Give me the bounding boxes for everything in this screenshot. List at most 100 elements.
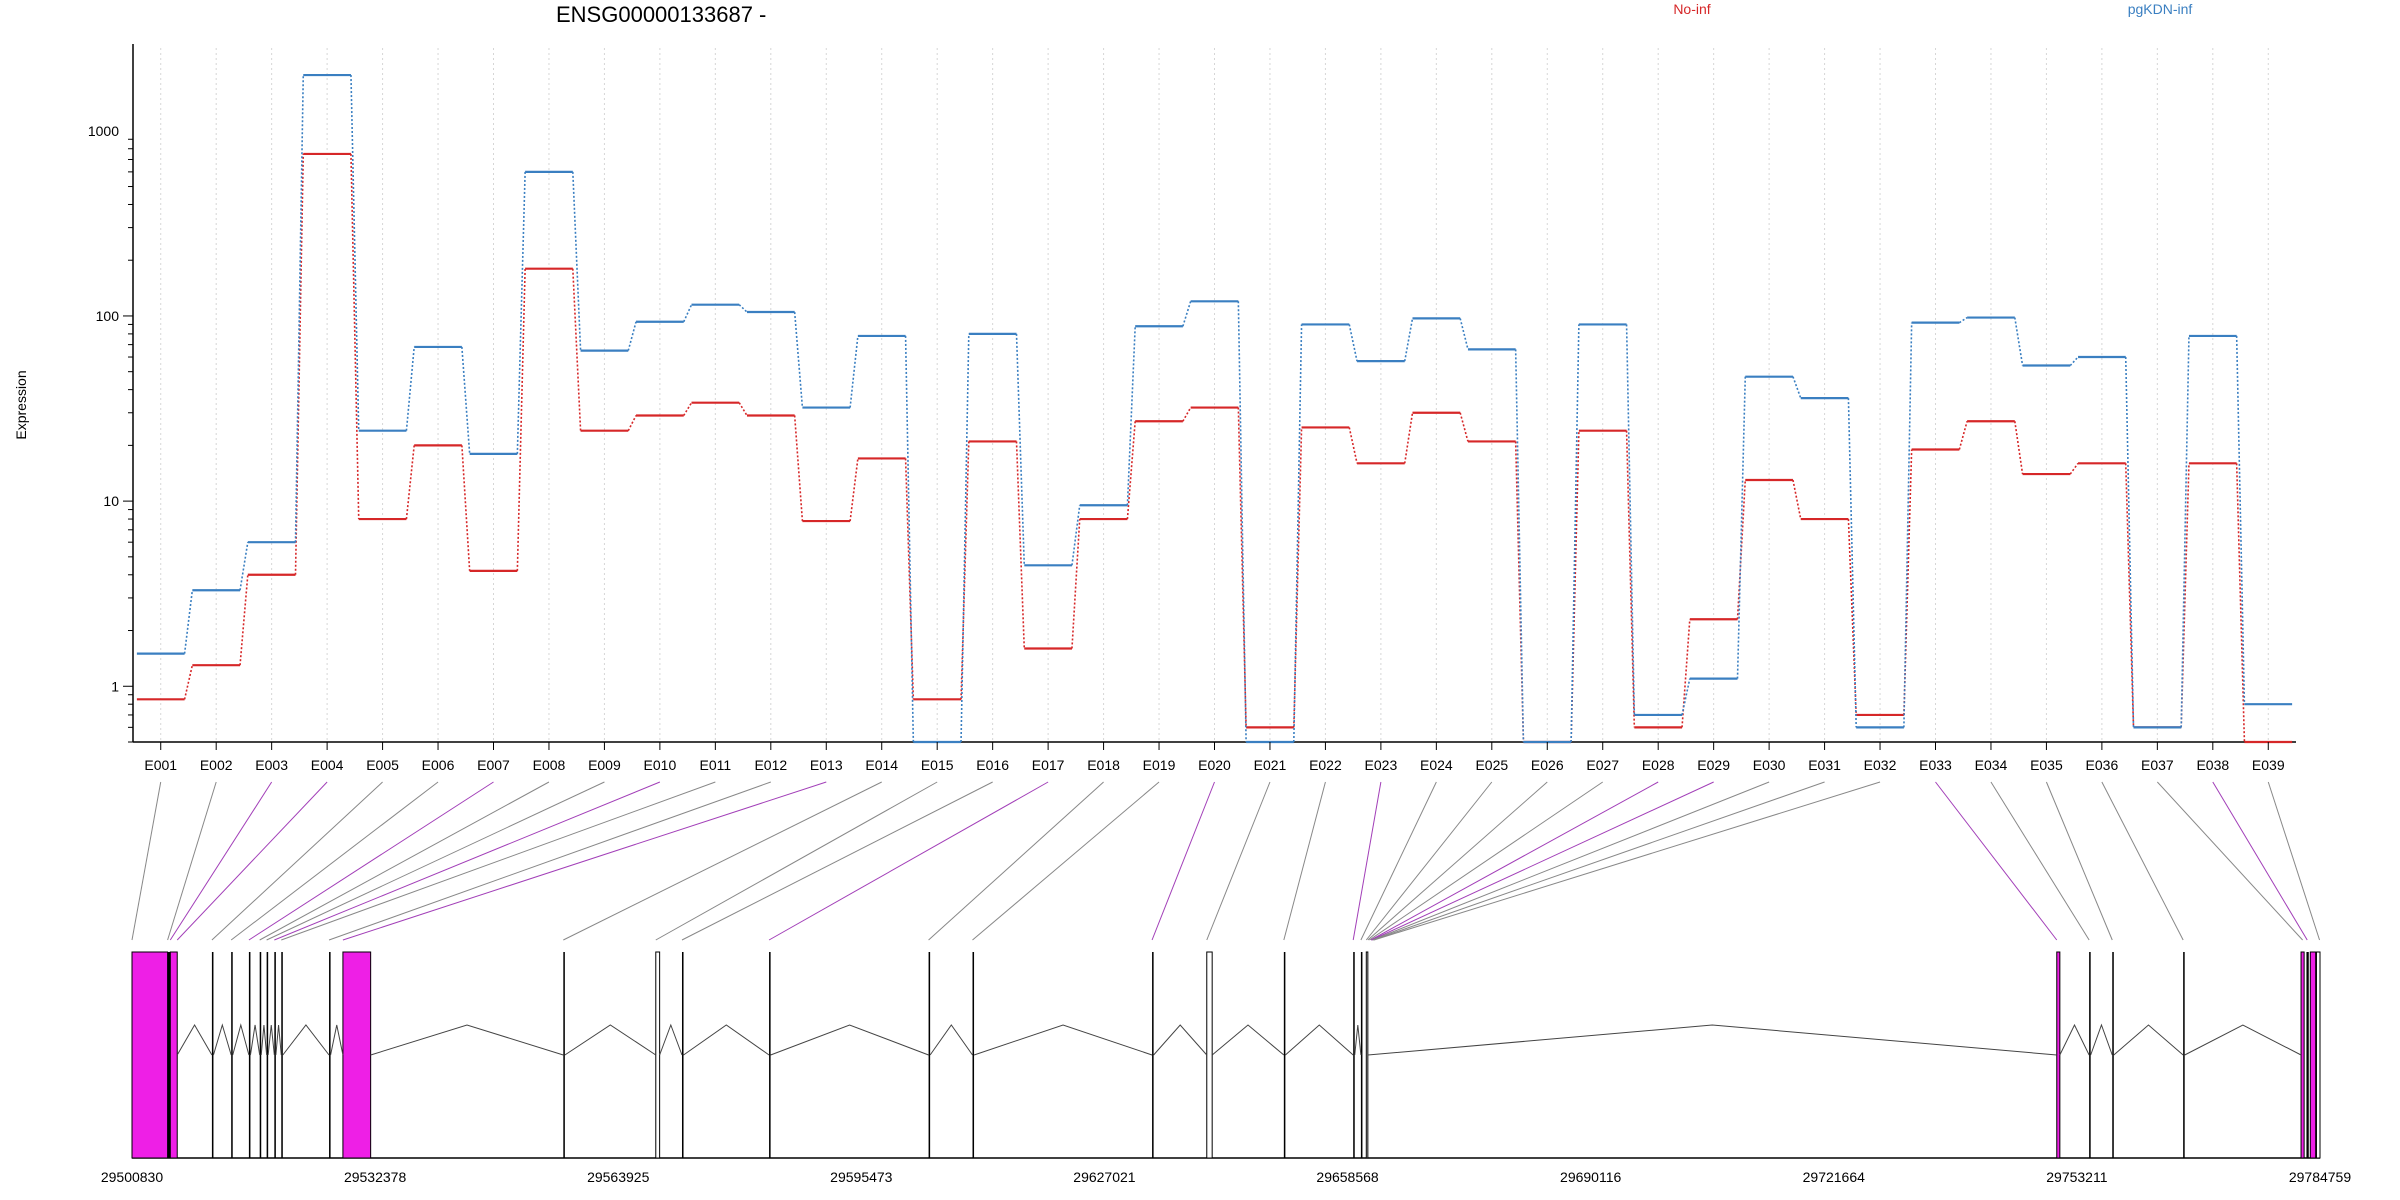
connector-e027 <box>1369 781 1604 941</box>
y-tick-label-100: 100 <box>96 308 120 324</box>
connector-e016 <box>681 781 993 941</box>
x-tick-label-e035: E035 <box>2030 757 2063 773</box>
series-0-link-e023 <box>1403 412 1414 464</box>
series-1-link-e004 <box>350 75 360 431</box>
connector-e023 <box>1352 781 1382 941</box>
x-tick-label-e026: E026 <box>1531 757 1564 773</box>
intron-10 <box>282 1024 330 1056</box>
exon-block-13 <box>563 952 565 1158</box>
series-1-link-e010 <box>683 304 693 323</box>
intron-19 <box>1153 1024 1208 1056</box>
series-1-link-e013 <box>849 335 859 408</box>
connector-e004 <box>176 781 328 941</box>
exon-block-32 <box>2315 951 2321 1159</box>
intron-12 <box>370 1024 564 1056</box>
series-1-link-e014 <box>904 335 915 743</box>
exon-block-25 <box>2056 951 2061 1159</box>
series-pgkdn-inf <box>136 73 2293 744</box>
connector-e028 <box>1370 781 1659 941</box>
exon-block-1 <box>131 951 169 1159</box>
series-1-link-e011 <box>738 304 748 313</box>
exon-block-3 <box>169 951 178 1159</box>
series-0-link-e014 <box>904 458 915 700</box>
series-1-link-e008 <box>572 171 582 351</box>
x-tick-label-e006: E006 <box>422 757 455 773</box>
x-tick-label-e022: E022 <box>1309 757 1342 773</box>
intron-18 <box>973 1024 1153 1056</box>
x-tick-label-e011: E011 <box>700 757 732 773</box>
exon-block-17 <box>928 952 931 1158</box>
x-tick-label-e016: E016 <box>976 757 1009 773</box>
intron-21 <box>1285 1024 1354 1056</box>
x-tick-label-e037: E037 <box>2141 757 2174 773</box>
series-0-link-e036 <box>2124 463 2135 728</box>
y-tick-label-1: 1 <box>111 678 119 694</box>
series-1-link-e036 <box>2124 357 2135 728</box>
series-1-link-e025 <box>1514 349 1525 743</box>
x-tick-label-e024: E024 <box>1420 757 1453 773</box>
exon-block-23 <box>1360 952 1363 1158</box>
connector-e013 <box>342 781 827 941</box>
series-0-link-e008 <box>572 268 582 431</box>
x-tick-label-e030: E030 <box>1753 757 1786 773</box>
x-tick-label-e005: E005 <box>366 757 399 773</box>
series-1-link-e012 <box>793 311 804 408</box>
connector-e035 <box>2045 781 2113 941</box>
connector-e033 <box>1935 781 2058 941</box>
series-1-link-e037 <box>2180 335 2190 728</box>
series-1-link-e018 <box>1126 326 1136 506</box>
connector-e030 <box>1372 781 1770 941</box>
legend-pgkdn-inf: pgKDN-inf <box>2128 1 2193 17</box>
series-0-link-e010 <box>683 402 693 416</box>
series-1-link-e034 <box>2014 317 2024 366</box>
intron-15 <box>683 1024 770 1056</box>
genomic-coordinate-29627021: 29627021 <box>1073 1169 1136 1185</box>
x-tick-label-e023: E023 <box>1365 757 1398 773</box>
series-1-link-e021 <box>1293 324 1303 743</box>
x-tick-label-e039: E039 <box>2252 757 2285 773</box>
x-tick-label-e007: E007 <box>477 757 510 773</box>
series-0-link-e033 <box>1958 421 1968 450</box>
axes-layer: 1 10 100 1000 <box>88 44 2296 743</box>
series-0-link-e031 <box>1847 519 1857 715</box>
series-0-link-e022 <box>1348 427 1358 464</box>
series-0-link-e004 <box>350 153 360 520</box>
exon-block-30 <box>2306 952 2309 1158</box>
series-1-link-e007 <box>516 171 526 454</box>
exon-block-20 <box>1206 951 1213 1159</box>
x-tick-label-e031: E031 <box>1808 757 1841 773</box>
connector-e022 <box>1283 781 1326 941</box>
x-tick-label-e009: E009 <box>588 757 621 773</box>
series-0-link-e021 <box>1293 427 1303 728</box>
series-0-link-e027 <box>1625 430 1636 728</box>
series-1-link-e030 <box>1792 376 1802 399</box>
x-tick-label-e004: E004 <box>311 757 344 773</box>
x-tick-label-e032: E032 <box>1864 757 1897 773</box>
series-1-link-e016 <box>1015 333 1026 566</box>
series-0-link-e002 <box>239 574 249 666</box>
connector-e011 <box>281 781 716 941</box>
connector-e014 <box>563 781 882 941</box>
series-1-link-e020 <box>1237 301 1247 743</box>
connector-e039 <box>2267 781 2321 941</box>
connector-e025 <box>1365 781 1493 941</box>
x-tick-label-e021: E021 <box>1254 757 1287 773</box>
intron-24 <box>1367 1024 2057 1056</box>
exon-block-31 <box>2309 951 2317 1159</box>
series-1-link-e019 <box>1182 301 1192 327</box>
x-tick-label-e002: E002 <box>200 757 233 773</box>
exon-block-27 <box>2112 952 2114 1158</box>
genomic-coordinate-29753211: 29753211 <box>2046 1169 2107 1185</box>
intron-22 <box>1354 1024 1362 1056</box>
genomic-coordinate-29500830: 29500830 <box>101 1169 164 1185</box>
series-0-link-e007 <box>516 268 526 571</box>
intron-5 <box>232 1023 250 1056</box>
connector-e034 <box>1990 781 2090 941</box>
exon-block-6 <box>248 952 251 1158</box>
intron-4 <box>212 1023 232 1056</box>
connector-e012 <box>328 781 771 941</box>
x-tick-label-e038: E038 <box>2196 757 2229 773</box>
series-1-link-e002 <box>239 542 249 591</box>
series-1-link-e027 <box>1625 324 1636 715</box>
series-1-link-e028 <box>1681 678 1691 716</box>
